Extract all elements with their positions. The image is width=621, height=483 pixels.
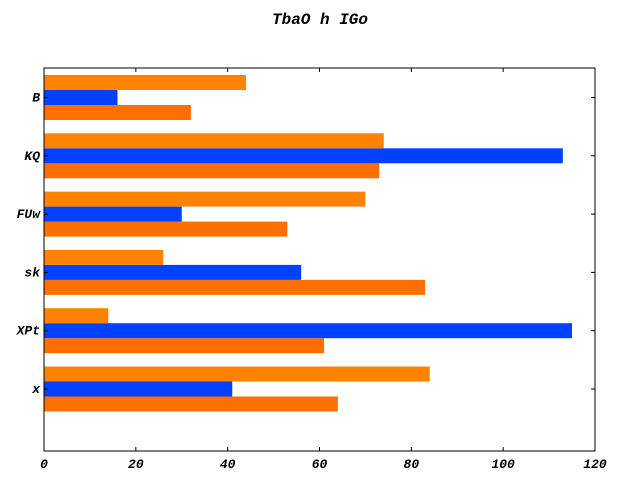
- bar-series0-KQ: [44, 163, 380, 179]
- ticks-layer: 0 20 40 60 80 100 120 x XPt sk FUw KQ B: [16, 68, 607, 472]
- bar-series2-sk: [44, 249, 164, 265]
- x-tick-label: 20: [128, 457, 144, 472]
- y-tick-label: B: [32, 91, 40, 106]
- y-tick-label: sk: [24, 265, 40, 280]
- x-tick-label: 40: [220, 457, 236, 472]
- bar-series1-sk: [44, 264, 302, 280]
- x-tick-label: 0: [40, 457, 48, 472]
- x-tick-label: 120: [583, 457, 607, 472]
- y-tick-label: XPt: [16, 324, 40, 339]
- bar-series0-sk: [44, 279, 426, 295]
- bars-layer: [44, 75, 573, 412]
- bar-series1-B: [44, 90, 118, 105]
- bar-series2-XPt: [44, 308, 109, 324]
- bar-series0-XPt: [44, 338, 325, 354]
- bar-series0-FUw: [44, 221, 288, 237]
- y-tick-label: FUw: [17, 207, 42, 222]
- x-tick-label: 100: [491, 457, 515, 472]
- x-tick-label: 60: [312, 457, 328, 472]
- chart-title: TbaO h IGo: [272, 11, 368, 29]
- bar-series2-x: [44, 366, 430, 382]
- x-tick-label: 80: [404, 457, 420, 472]
- bar-series1-XPt: [44, 323, 573, 339]
- bar-series2-B: [44, 75, 247, 90]
- bar-series0-x: [44, 396, 338, 412]
- bar-series1-x: [44, 381, 233, 397]
- bar-series1-KQ: [44, 148, 563, 164]
- bar-series2-KQ: [44, 133, 384, 149]
- bar-series0-B: [44, 105, 191, 120]
- bar-series2-FUw: [44, 191, 366, 207]
- bar-series1-FUw: [44, 206, 182, 222]
- y-tick-label: x: [31, 382, 41, 397]
- y-tick-label: KQ: [24, 149, 40, 164]
